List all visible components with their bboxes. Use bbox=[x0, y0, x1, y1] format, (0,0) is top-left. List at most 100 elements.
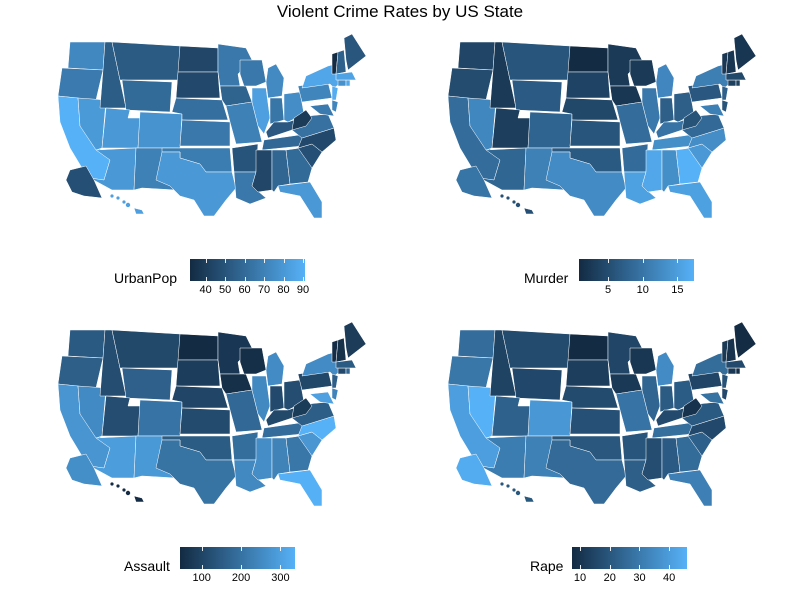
state-md bbox=[699, 391, 725, 405]
state-hi bbox=[133, 207, 145, 215]
state-wa bbox=[457, 329, 496, 359]
state-ri bbox=[735, 367, 741, 375]
state-mn bbox=[607, 331, 643, 375]
state-hi bbox=[133, 495, 145, 503]
chart-title: Violent Crime Rates by US State bbox=[276, 2, 524, 21]
state-wy bbox=[511, 367, 563, 401]
state-hi-island bbox=[500, 194, 504, 198]
state-fl bbox=[277, 469, 323, 507]
state-me bbox=[733, 321, 757, 359]
state-nh bbox=[725, 49, 737, 75]
map-panel-assault: Assault 100 200 300 bbox=[30, 318, 410, 608]
state-mt bbox=[501, 329, 571, 369]
state-ks bbox=[569, 407, 621, 435]
state-hi-island bbox=[110, 194, 114, 198]
state-ar bbox=[621, 143, 649, 173]
state-nd bbox=[177, 333, 219, 361]
legend-title: UrbanPop bbox=[114, 270, 178, 286]
state-nd bbox=[177, 45, 219, 73]
state-ri bbox=[345, 367, 351, 375]
state-il bbox=[251, 375, 271, 423]
state-in bbox=[659, 385, 675, 413]
state-ak bbox=[455, 453, 493, 487]
state-ar bbox=[231, 431, 259, 461]
us-map bbox=[447, 321, 757, 507]
state-mi bbox=[265, 351, 285, 387]
state-hi bbox=[523, 495, 535, 503]
state-mt bbox=[111, 329, 181, 369]
state-hi-island bbox=[122, 200, 126, 204]
legend-tick-mark bbox=[639, 547, 641, 569]
state-hi-island bbox=[515, 202, 521, 208]
legend-colorbar bbox=[180, 547, 295, 569]
state-tx bbox=[155, 151, 237, 217]
state-wi bbox=[629, 59, 657, 87]
legend-tick-label: 20 bbox=[603, 572, 616, 584]
state-hi-island bbox=[125, 202, 131, 208]
state-ks bbox=[179, 407, 231, 435]
state-ri bbox=[735, 79, 741, 87]
state-hi-island bbox=[110, 482, 114, 486]
us-map bbox=[57, 321, 367, 507]
legend-colorbar bbox=[572, 547, 687, 569]
legend-title: Assault bbox=[124, 558, 170, 574]
state-mn bbox=[217, 43, 253, 87]
state-il bbox=[641, 375, 661, 423]
state-hi-island bbox=[116, 484, 120, 488]
state-wv bbox=[681, 109, 703, 131]
legend-tick-label: 40 bbox=[663, 572, 676, 584]
state-mi bbox=[655, 63, 675, 99]
state-wv bbox=[291, 397, 313, 419]
state-nj bbox=[331, 373, 339, 389]
state-hi-island bbox=[500, 482, 504, 486]
state-nj bbox=[721, 373, 729, 389]
legend-tick-mark bbox=[677, 259, 679, 281]
state-ct bbox=[727, 367, 737, 375]
legend-tick-label: 300 bbox=[271, 572, 290, 584]
state-ut bbox=[101, 107, 141, 149]
map-panel-murder: Murder 5 10 15 bbox=[420, 30, 800, 320]
legend-tick-label: 30 bbox=[633, 572, 646, 584]
legend-tick-label: 80 bbox=[277, 284, 290, 296]
legend-tick-mark bbox=[241, 547, 243, 569]
legend-tick-mark bbox=[205, 259, 207, 281]
state-md bbox=[309, 391, 335, 405]
state-nj bbox=[721, 85, 729, 101]
state-wa bbox=[67, 41, 106, 71]
state-ut bbox=[491, 395, 531, 437]
state-or bbox=[57, 355, 104, 389]
state-wy bbox=[121, 79, 173, 113]
legend-tick-mark bbox=[201, 547, 203, 569]
state-ct bbox=[337, 79, 347, 87]
state-ks bbox=[179, 119, 231, 147]
state-in bbox=[659, 97, 675, 125]
legend-colorbar bbox=[190, 259, 305, 281]
state-tx bbox=[545, 439, 627, 505]
state-ks bbox=[569, 119, 621, 147]
state-ak bbox=[455, 165, 493, 199]
legend-title: Murder bbox=[524, 270, 569, 286]
state-ut bbox=[101, 395, 141, 437]
state-nj bbox=[331, 85, 339, 101]
state-nh bbox=[725, 337, 737, 363]
state-nd bbox=[567, 45, 609, 73]
state-il bbox=[641, 87, 661, 135]
state-or bbox=[447, 355, 494, 389]
state-mi bbox=[265, 63, 285, 99]
state-sd bbox=[175, 71, 221, 99]
state-in bbox=[269, 97, 285, 125]
state-de bbox=[721, 387, 729, 401]
state-mt bbox=[501, 41, 571, 81]
state-or bbox=[57, 67, 104, 101]
state-mi bbox=[655, 351, 675, 387]
state-hi bbox=[523, 207, 535, 215]
legend-tick-mark bbox=[669, 547, 671, 569]
state-de bbox=[721, 99, 729, 113]
map-panel-urbanpop: UrbanPop 40 50 60 70 80 90 bbox=[30, 30, 410, 320]
state-co bbox=[527, 399, 573, 437]
state-ak bbox=[65, 453, 103, 487]
state-wa bbox=[67, 329, 106, 359]
state-hi-island bbox=[122, 488, 126, 492]
state-nd bbox=[567, 333, 609, 361]
state-me bbox=[343, 321, 367, 359]
